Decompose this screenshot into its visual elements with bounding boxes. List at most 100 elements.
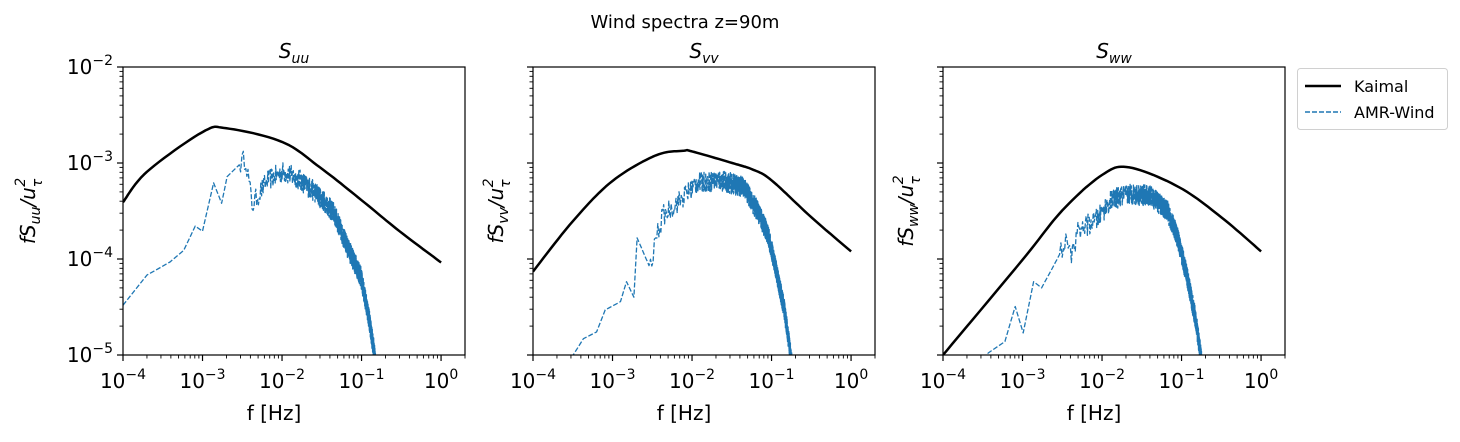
legend-kaimal-label: Kaimal	[1354, 77, 1408, 96]
y-tick-label-base: 10	[67, 247, 92, 271]
y-axis-label-part: vv	[496, 207, 512, 224]
x-tick-label: 10−1	[749, 367, 795, 393]
amr-wind-line	[572, 170, 793, 355]
y-axis-label: fSww/uτ2	[891, 175, 924, 247]
x-tick-label-base: 10	[259, 369, 284, 393]
y-axis-label-part: τ	[498, 179, 514, 188]
x-tick-label-exponent: −1	[364, 367, 385, 383]
x-tick-label-exponent: −1	[774, 367, 795, 383]
x-tick-label: 10−3	[999, 367, 1045, 393]
y-tick-label-exponent: −3	[92, 149, 113, 165]
x-tick-label-base: 10	[424, 369, 449, 393]
x-tick-label-exponent: −3	[615, 367, 636, 383]
x-tick-label-base: 10	[179, 369, 204, 393]
y-axis-label-part: 2	[13, 178, 29, 187]
x-tick-label: 10−1	[339, 367, 385, 393]
legend-frame	[1297, 68, 1448, 130]
kaimal-line	[533, 148, 852, 273]
x-tick-label-exponent: 0	[449, 367, 458, 383]
x-tick-label-base: 10	[834, 369, 859, 393]
x-tick-label-exponent: −2	[1104, 367, 1125, 383]
x-tick-label-exponent: −3	[1025, 367, 1046, 383]
subplot-title-subscript: vv	[702, 51, 719, 67]
x-tick-label-exponent: −2	[694, 367, 715, 383]
y-tick-label-exponent: −4	[92, 245, 113, 261]
y-axis-label: fSuu/uτ2	[13, 178, 46, 244]
y-tick-label-exponent: −2	[92, 53, 113, 69]
axes-frame	[532, 66, 876, 356]
subplot-title-base: S	[279, 39, 292, 63]
legend: Kaimal AMR-Wind	[1297, 68, 1448, 130]
y-axis-label-part: uu	[28, 207, 44, 225]
subplot-title-subscript: uu	[291, 51, 309, 67]
x-tick-label: 10−2	[259, 367, 305, 393]
x-tick-label: 100	[424, 367, 458, 393]
kaimal-line	[123, 125, 442, 264]
amr-wind-line	[985, 183, 1203, 355]
x-tick-label: 10−3	[179, 367, 225, 393]
x-tick-label-base: 10	[920, 369, 945, 393]
x-tick-label-exponent: 0	[1269, 367, 1278, 383]
x-axis-label: f [Hz]	[247, 401, 302, 425]
y-axis-label: fSvv/uτ2	[481, 178, 514, 243]
y-axis-label-part: fS	[894, 227, 918, 247]
x-tick-label: 10−2	[1079, 367, 1125, 393]
x-tick-label-base: 10	[669, 369, 694, 393]
subplot-title: Suu	[279, 39, 310, 67]
subplot-title: Svv	[689, 39, 719, 67]
y-axis-label-part: τ	[30, 178, 46, 187]
y-axis-label-part: fS	[16, 224, 40, 244]
x-tick-label-base: 10	[339, 369, 364, 393]
subplot-title-subscript: ww	[1109, 51, 1132, 67]
subplot-title: Sww	[1096, 39, 1132, 67]
x-tick-label-exponent: 0	[859, 367, 868, 383]
figure-suptitle: Wind spectra z=90m	[591, 12, 780, 33]
y-axis-label-part: /u	[16, 187, 40, 208]
y-axis-label-part: fS	[484, 224, 508, 244]
y-tick-label: 10−3	[67, 149, 113, 175]
y-axis-label-part: /u	[484, 188, 508, 209]
x-tick-label-exponent: −4	[535, 367, 556, 383]
x-tick-label-base: 10	[589, 369, 614, 393]
subplot-title-base: S	[1096, 39, 1109, 63]
y-tick-label-base: 10	[67, 55, 92, 79]
x-axis-label: f [Hz]	[1067, 401, 1122, 425]
x-tick-label-base: 10	[1159, 369, 1184, 393]
y-tick-label-base: 10	[67, 343, 92, 367]
y-tick-label-base: 10	[67, 151, 92, 175]
x-tick-label-base: 10	[749, 369, 774, 393]
y-axis-label-part: /u	[894, 185, 918, 206]
subplot-title-base: S	[689, 39, 702, 63]
x-tick-label-exponent: −4	[945, 367, 966, 383]
y-tick-label: 10−5	[67, 341, 113, 367]
axes-frame	[942, 66, 1286, 356]
x-tick-label-base: 10	[999, 369, 1024, 393]
x-tick-label: 100	[1244, 367, 1278, 393]
x-axis-label: f [Hz]	[657, 401, 712, 425]
y-axis-label-part: 2	[481, 178, 497, 187]
x-tick-label-base: 10	[510, 369, 535, 393]
x-tick-label: 10−2	[669, 367, 715, 393]
x-tick-label-exponent: −1	[1184, 367, 1205, 383]
x-tick-label-exponent: −2	[284, 367, 305, 383]
kaimal-line	[943, 165, 1262, 355]
legend-amrwind-label: AMR-Wind	[1354, 103, 1435, 122]
x-tick-label: 10−1	[1159, 367, 1205, 393]
y-tick-label-exponent: −5	[92, 341, 113, 357]
axes-frame	[122, 66, 466, 356]
x-tick-label: 10−4	[100, 367, 146, 393]
x-tick-label: 10−4	[510, 367, 556, 393]
x-tick-label-exponent: −3	[205, 367, 226, 383]
y-axis-label-part: 2	[891, 175, 907, 184]
x-tick-label-base: 10	[100, 369, 125, 393]
y-tick-label: 10−2	[67, 53, 113, 79]
x-tick-label: 10−3	[589, 367, 635, 393]
x-tick-label-base: 10	[1244, 369, 1269, 393]
amr-wind-line	[123, 150, 377, 355]
y-axis-label-part: τ	[908, 176, 924, 185]
x-tick-label-base: 10	[1079, 369, 1104, 393]
x-tick-label: 100	[834, 367, 868, 393]
